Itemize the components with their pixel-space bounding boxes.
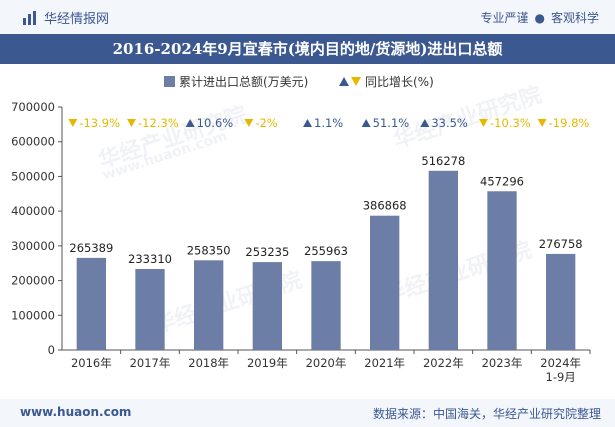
header-tags: 专业严谨 ● 客观科学	[480, 9, 599, 26]
bar	[76, 257, 106, 350]
bar-chart: 0 100000 200000 300000 400000 500000 600000 700…	[11, 75, 591, 384]
bar-value-label: 265389	[69, 241, 113, 255]
bar-value-label: 255963	[304, 244, 348, 258]
bar-value-label: 516278	[421, 154, 465, 168]
x-tick-label: 2016年	[71, 356, 112, 370]
bar	[546, 253, 576, 350]
growth-value-label: -19.8%	[549, 116, 590, 130]
growth-value-label: 51.1%	[373, 116, 410, 130]
x-tick-label: 2024年	[540, 356, 581, 370]
tag-separator: ●	[534, 11, 545, 25]
bar-value-label: 386868	[363, 199, 407, 213]
brand: 华经情报网	[22, 8, 109, 27]
x-tick-label: 2017年	[130, 356, 171, 370]
chart-title: 2016-2024年9月宜春市(境内目的地/货源地)进出口总额	[0, 34, 615, 64]
y-tick-label: 700000	[11, 100, 55, 114]
legend-bar-label: 累计进出口总额(万美元)	[179, 75, 308, 89]
bar	[487, 191, 517, 350]
top-bar: 华经情报网 专业严谨 ● 客观科学	[0, 0, 615, 34]
x-tick-label: 2019年	[247, 356, 288, 370]
growth-up-marker	[420, 119, 430, 127]
tag-2: 客观科学	[550, 11, 599, 25]
bar	[252, 262, 282, 350]
x-tick-label: 2022年	[423, 356, 464, 370]
bar	[370, 215, 400, 350]
growth-up-marker	[361, 119, 371, 127]
growth-value-label: 10.6%	[197, 116, 234, 130]
bar	[135, 269, 165, 350]
y-tick-label: 300000	[11, 239, 55, 253]
brand-logo-icon	[23, 10, 36, 25]
bar-value-label: 457296	[480, 174, 524, 188]
y-tick-label: 100000	[11, 308, 55, 322]
x-tick-label: 2018年	[188, 356, 229, 370]
growth-down-marker	[68, 119, 78, 127]
brand-name: 华经情报网	[44, 12, 110, 27]
x-tick-label: 1-9月	[546, 370, 576, 384]
growth-value-label: -12.3%	[138, 116, 179, 130]
x-tick-label: 2021年	[364, 356, 405, 370]
legend-up-marker	[339, 77, 349, 86]
growth-value-label: -13.9%	[79, 116, 120, 130]
legend-bar-swatch	[164, 76, 175, 87]
bar	[311, 261, 341, 350]
growth-down-marker	[244, 119, 254, 127]
bar-value-label: 253235	[245, 245, 289, 259]
growth-value-label: 1.1%	[314, 116, 343, 130]
y-tick-label: 600000	[11, 135, 55, 149]
bar	[194, 260, 224, 350]
bar-value-label: 233310	[128, 252, 172, 266]
y-tick-label: 0	[48, 343, 55, 357]
y-tick-label: 500000	[11, 169, 55, 183]
growth-up-marker	[303, 119, 312, 127]
footer-url: www.huaon.com	[20, 405, 132, 419]
growth-down-marker	[479, 119, 488, 127]
y-tick-label: 400000	[11, 204, 55, 218]
growth-down-marker	[127, 119, 136, 127]
x-tick-label: 2023年	[482, 356, 523, 370]
tag-1: 专业严谨	[480, 11, 529, 25]
x-tick-label: 2020年	[306, 356, 347, 370]
legend-down-marker	[351, 77, 361, 86]
growth-up-marker	[185, 119, 195, 127]
growth-value-label: 33.5%	[431, 116, 468, 130]
growth-down-marker	[537, 119, 547, 127]
footer-source: 数据来源：中国海关，华经产业研究院整理	[372, 407, 601, 421]
bar-value-label: 258350	[187, 243, 231, 257]
y-tick-label: 200000	[11, 274, 55, 288]
growth-value-label: -10.3%	[490, 116, 531, 130]
legend-growth-label: 同比增长(%)	[365, 75, 434, 89]
bar-value-label: 276758	[539, 237, 583, 251]
footer: www.huaon.com 数据来源：中国海关，华经产业研究院整理	[0, 399, 615, 427]
bar	[428, 170, 458, 350]
growth-value-label: -2%	[255, 116, 277, 130]
